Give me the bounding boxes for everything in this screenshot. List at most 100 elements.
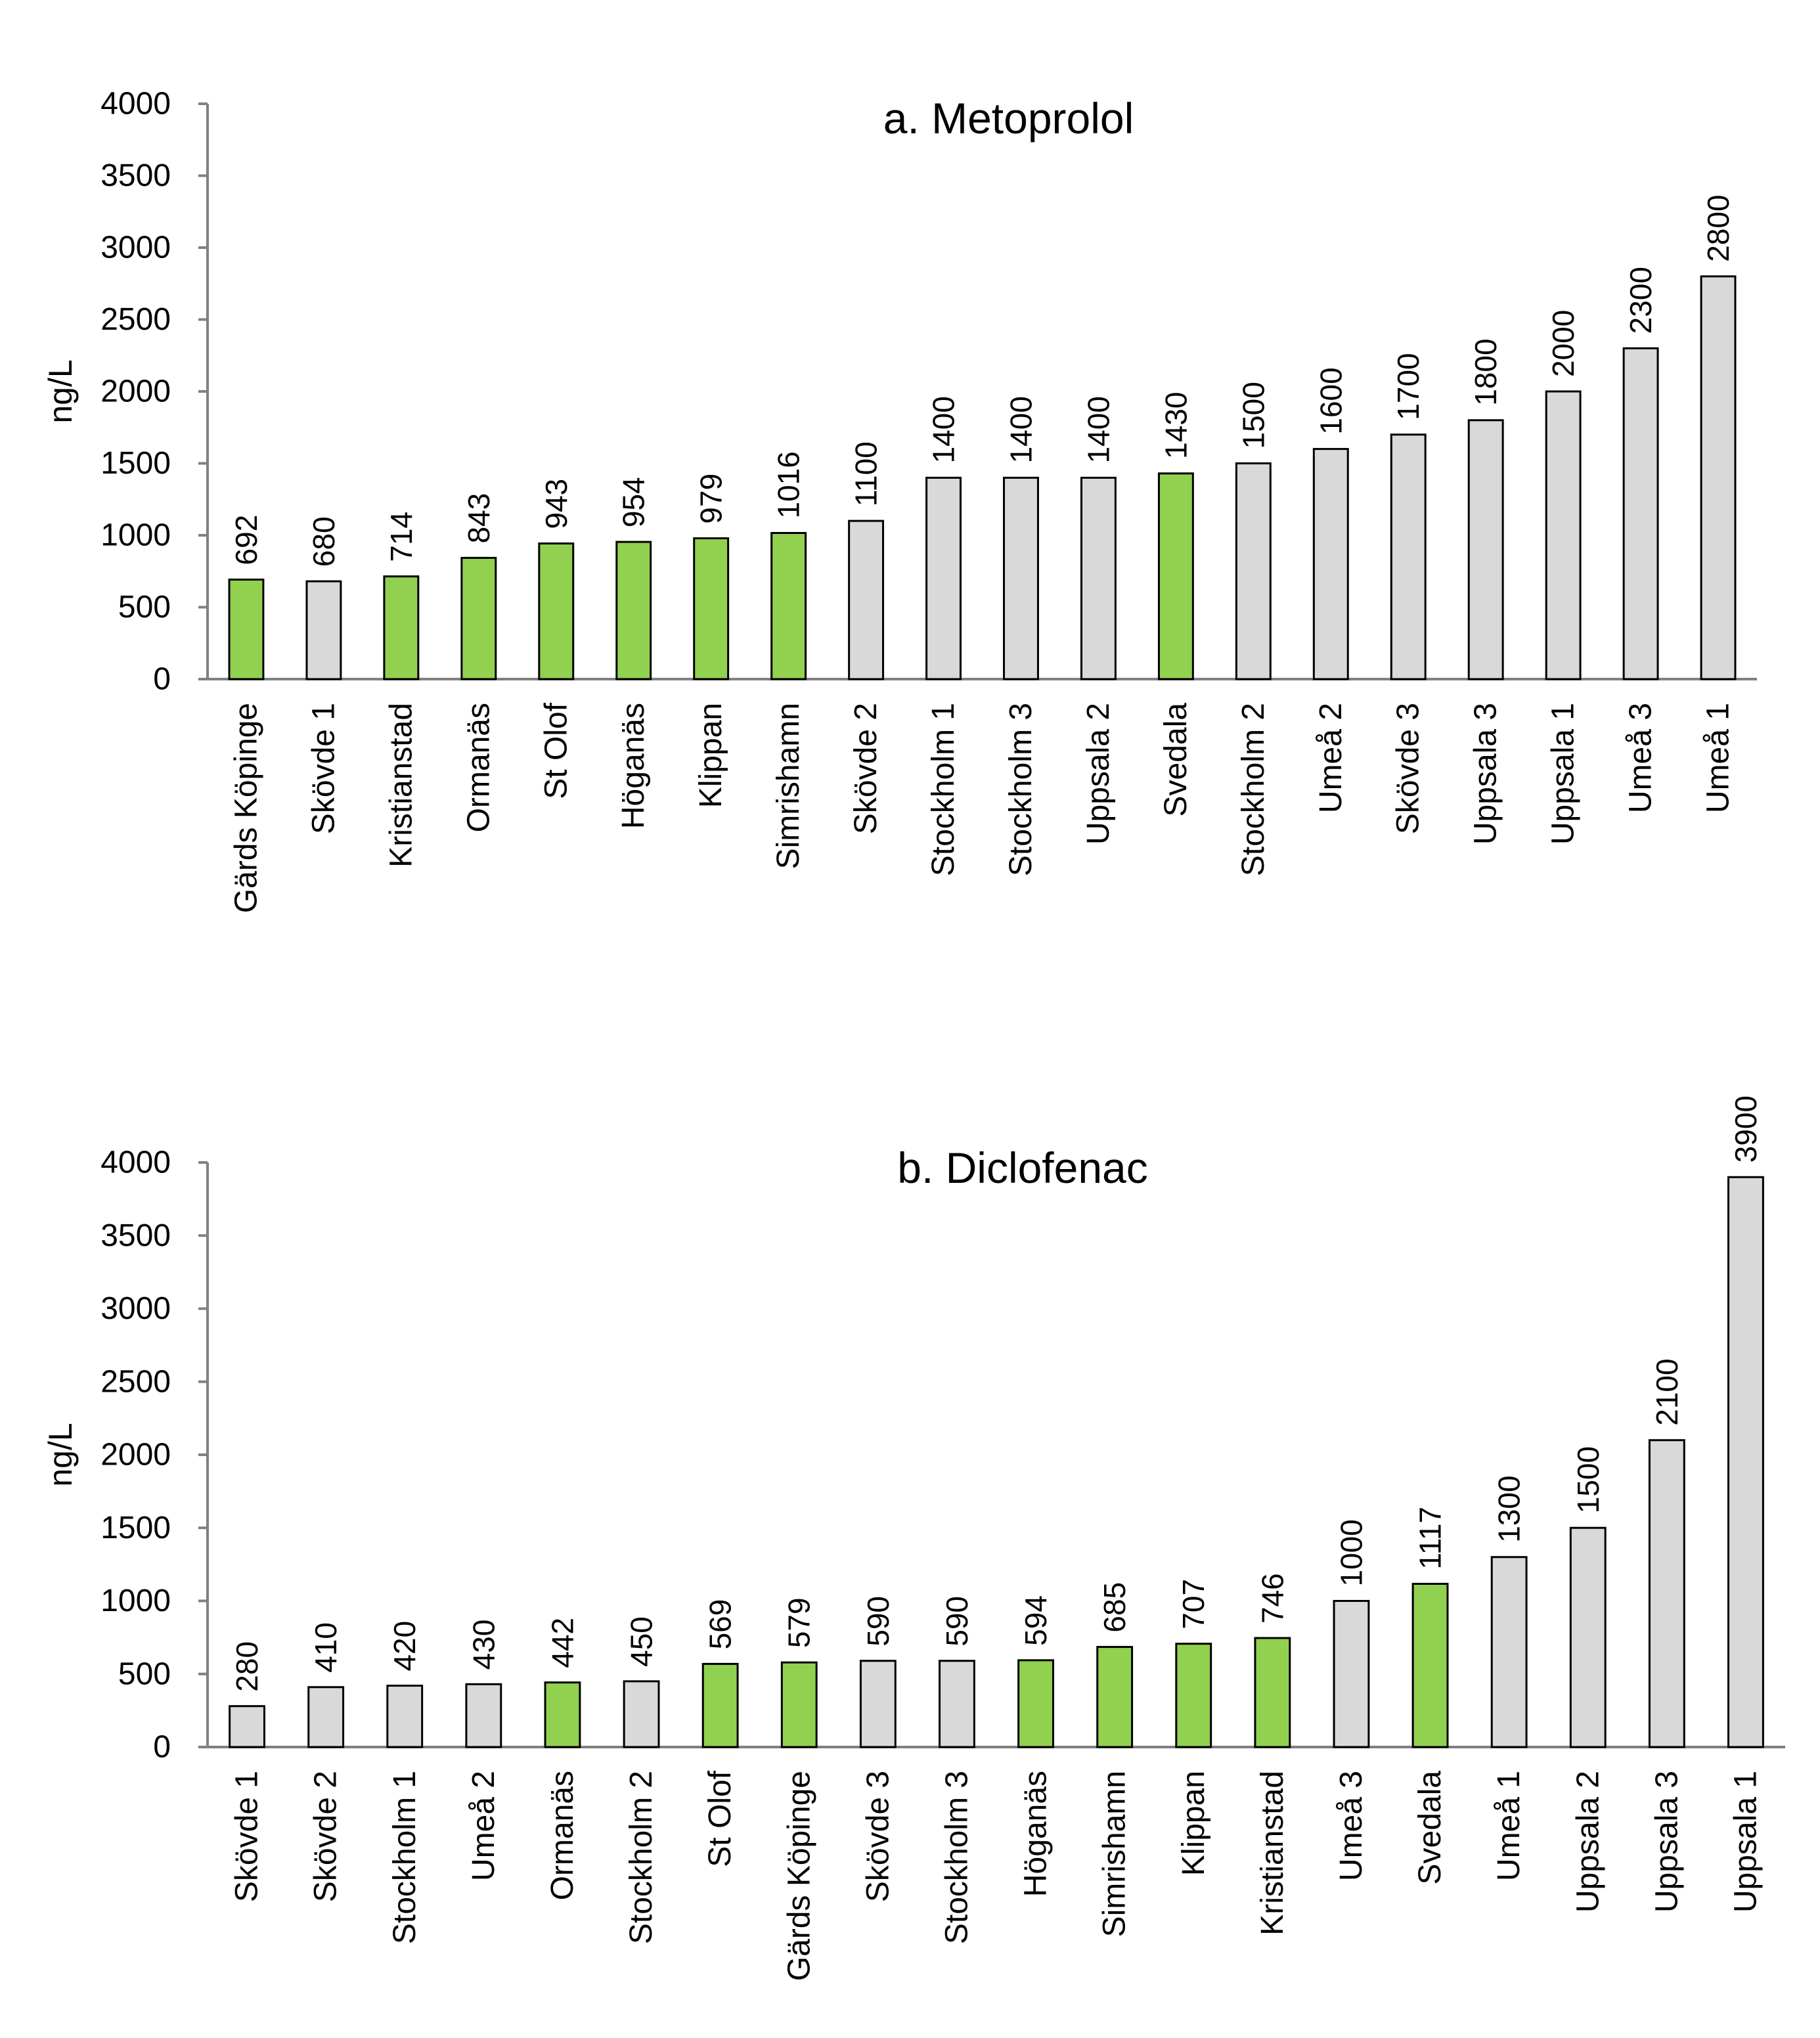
y-tick-label: 2500: [100, 1364, 171, 1399]
bar: [1096, 1646, 1134, 1748]
data-label: 3900: [1729, 1096, 1763, 1163]
data-label: 1400: [1081, 396, 1115, 463]
x-tick-label: Uppsala 2: [1081, 703, 1116, 845]
x-tick-label: Stockholm 3: [1004, 703, 1038, 876]
bar: [228, 578, 265, 680]
bar: [1254, 1637, 1291, 1748]
x-tick-label: Gärds Köpinge: [229, 703, 263, 913]
bar: [1312, 448, 1349, 680]
bar: [383, 575, 420, 680]
bar: [848, 520, 885, 680]
y-tick-label: 3500: [100, 1218, 171, 1253]
bar: [1648, 1439, 1685, 1748]
x-tick-label: Umeå 3: [1334, 1771, 1369, 1881]
data-label: 1300: [1492, 1475, 1526, 1542]
bar: [1333, 1600, 1370, 1748]
y-tick-label: 3000: [100, 231, 171, 265]
data-label: 2100: [1650, 1358, 1684, 1425]
x-tick-label: Svedala: [1159, 703, 1193, 817]
data-label: 410: [309, 1622, 343, 1673]
data-label: 2000: [1546, 310, 1580, 377]
x-tick-label: Höganäs: [616, 703, 651, 829]
bar: [1727, 1176, 1764, 1748]
bar: [780, 1661, 818, 1748]
data-label: 1700: [1391, 353, 1425, 420]
y-tick-label: 0: [153, 1730, 171, 1765]
diclofenac-chart: b. Diclofenac ng/L 0 500 1000 1500 2000 2500 300…: [42, 1096, 1785, 1981]
bar: [229, 1705, 265, 1748]
x-tick-label: Stockholm 2: [1236, 703, 1271, 876]
data-label: 1016: [772, 451, 806, 518]
x-tick-label: Skövde 3: [860, 1771, 895, 1902]
y-tick-label: 2500: [100, 302, 171, 337]
bar: [465, 1683, 502, 1748]
x-tick-label: Umeå 1: [1701, 703, 1736, 813]
x-tick-label: Stockholm 2: [624, 1771, 659, 1944]
x-tick-label: Kristianstad: [384, 703, 418, 868]
data-label: 430: [466, 1620, 500, 1670]
bar: [1235, 462, 1272, 680]
x-tick-label: Umeå 3: [1624, 703, 1658, 813]
x-tick-label: Ormanäs: [461, 703, 496, 832]
bar: [1700, 275, 1737, 680]
data-label: 1100: [849, 441, 883, 506]
y-axis-label: ng/L: [42, 359, 79, 423]
bar: [1622, 347, 1659, 680]
bar: [1490, 1556, 1528, 1748]
y-tick-label: 3500: [100, 158, 171, 193]
data-label: 1500: [1236, 382, 1270, 449]
x-tick-label: Skövde 2: [849, 703, 883, 834]
x-tick-label: Uppsala 1: [1728, 1771, 1763, 1913]
chart-title: a. Metoprolol: [883, 94, 1134, 143]
data-label: 590: [940, 1596, 974, 1647]
y-tick-label: 1500: [100, 446, 171, 481]
x-tick-label: Skövde 2: [309, 1771, 344, 1902]
bar: [1569, 1526, 1607, 1748]
x-tick-label: Umeå 1: [1492, 1771, 1526, 1881]
bar: [623, 1680, 660, 1748]
y-tick-label: 2000: [100, 374, 171, 409]
bar: [544, 1681, 581, 1748]
data-label: 569: [703, 1599, 738, 1650]
data-label: 2800: [1701, 194, 1735, 261]
data-label: 2300: [1624, 267, 1658, 334]
x-tick-label: Kristianstad: [1255, 1771, 1290, 1936]
x-tick-label: Svedala: [1413, 1771, 1448, 1885]
bar: [1467, 419, 1504, 680]
x-tick-label: Umeå 2: [466, 1771, 501, 1881]
data-label: 1600: [1314, 367, 1348, 434]
x-tick-label: Uppsala 3: [1649, 1771, 1684, 1913]
x-tick-label: Klippan: [694, 703, 728, 808]
data-label: 1400: [927, 396, 961, 463]
data-label: 707: [1176, 1579, 1210, 1629]
data-label: 579: [782, 1597, 816, 1648]
data-label: 746: [1255, 1573, 1289, 1624]
x-tick-label: Skövde 1: [230, 1771, 265, 1902]
x-tick-label: Höganäs: [1019, 1771, 1054, 1897]
data-label: 714: [384, 512, 418, 562]
bar: [1080, 476, 1117, 680]
x-tick-label: Skövde 1: [306, 703, 341, 834]
x-tick-label: St Olof: [703, 1770, 738, 1867]
data-label: 590: [861, 1596, 895, 1647]
data-label: 420: [388, 1621, 422, 1672]
x-tick-label: Ormanäs: [545, 1771, 580, 1900]
bar: [538, 542, 575, 680]
bar: [386, 1685, 424, 1748]
data-label: 692: [229, 515, 263, 565]
bar: [305, 580, 342, 680]
bar: [770, 531, 807, 680]
x-tick-label: St Olof: [539, 702, 573, 799]
x-tick-label: Simrishamn: [1098, 1771, 1132, 1937]
bar: [307, 1686, 345, 1748]
y-tick-label: 2000: [100, 1438, 171, 1473]
bar: [925, 476, 962, 680]
data-label: 979: [694, 474, 728, 524]
data-label: 1400: [1004, 396, 1038, 463]
x-tick-label: Uppsala 1: [1546, 703, 1581, 845]
data-label: 1800: [1469, 338, 1503, 405]
bar: [693, 537, 730, 680]
bar: [1390, 433, 1427, 680]
x-tick-label: Umeå 2: [1314, 703, 1348, 813]
y-tick-label: 4000: [100, 1145, 171, 1180]
